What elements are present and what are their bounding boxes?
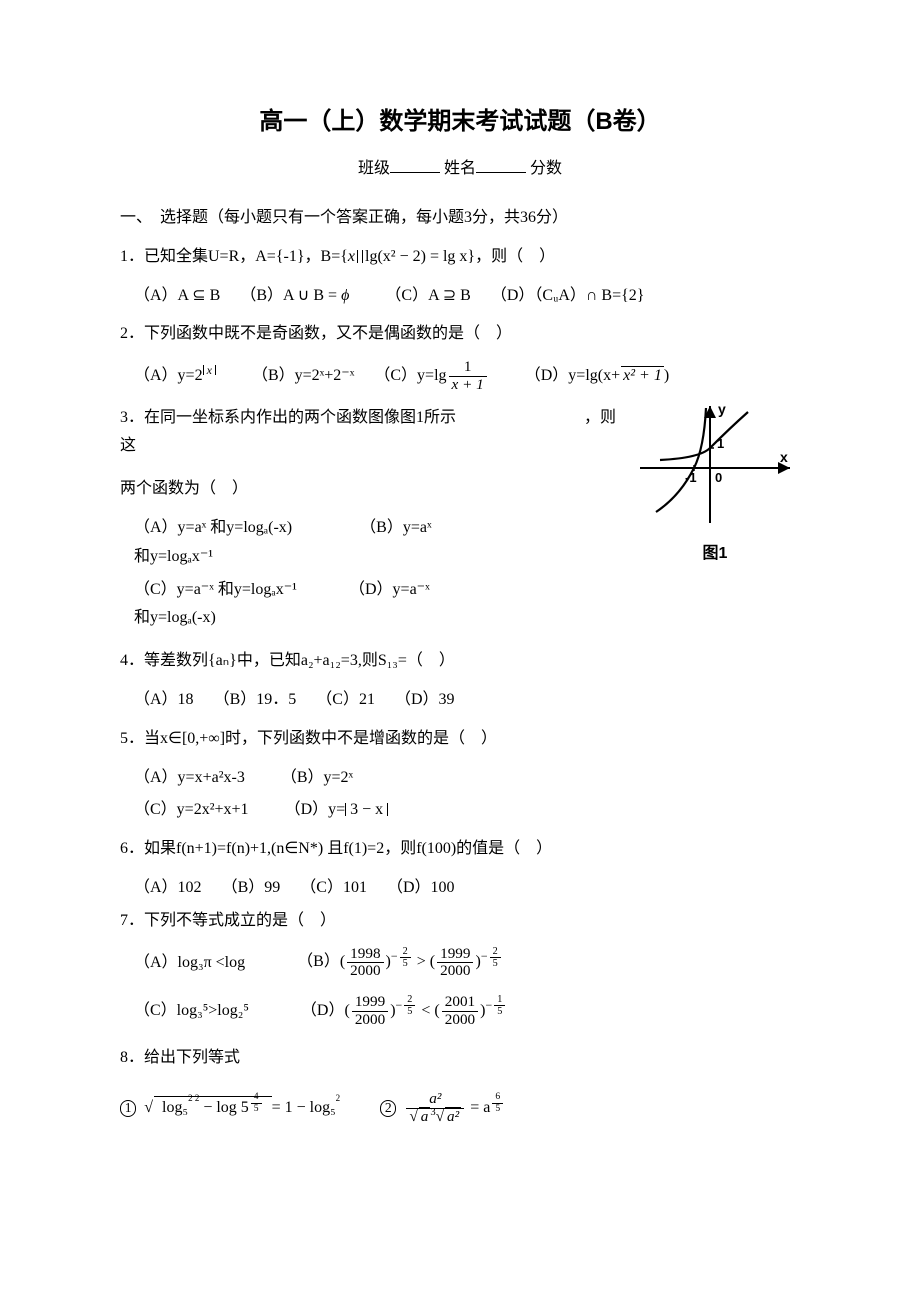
question-5: 5．当x∈[0,+∞]时，下列函数中不是增函数的是（ ） xyxy=(120,725,800,754)
q1-opt-d: （D）（CᵤA）∩ B={2} xyxy=(491,287,645,304)
tick-one: 1 xyxy=(717,436,724,451)
q5-opt-a: （A）y=x+a²x-3 xyxy=(134,769,245,786)
q4-opt-b: （B）19．5 xyxy=(214,691,297,708)
origin-label: 0 xyxy=(715,470,722,485)
student-info: 班级 姓名 分数 xyxy=(120,155,800,184)
q1-stem-a: 1．已知全集U=R，A={-1}，B={ xyxy=(120,248,348,265)
q1-opt-a: （A）A ⊆ B xyxy=(134,287,220,304)
q5-opt-d: （D）y= 3 − x xyxy=(285,801,389,818)
q4-opt-a: （A）18 xyxy=(134,691,194,708)
q1-stem-b: }，则（ ） xyxy=(467,248,555,265)
q5-options-2: （C）y=2x²+x+1 （D）y= 3 − x xyxy=(134,796,800,825)
q7-opt-b: （B）(19982000)−25 > (19992000)−25 xyxy=(297,953,503,970)
figure-1: x y 1 -1 0 图1 xyxy=(630,398,800,570)
axis-x-label: x xyxy=(780,449,788,465)
axis-y-label: y xyxy=(718,401,726,417)
q5-opt-b: （B）y=2ˣ xyxy=(281,769,353,786)
q6-options: （A）102 （B）99 （C）101 （D）100 xyxy=(134,874,800,903)
q4-opt-d: （D）39 xyxy=(395,691,455,708)
q3-opt-b2: 和y=logₐx⁻¹ xyxy=(134,548,213,565)
q4-opt-c: （C）21 xyxy=(316,691,375,708)
q3-opt-d: （D）y=a⁻ˣ xyxy=(349,581,430,598)
q3-opt-a: （A）y=aˣ 和y=logₐ(-x) xyxy=(134,519,292,536)
q1-cond: lg(x² − 2) = lg x xyxy=(365,248,467,265)
q1-options: （A）A ⊆ B （B）A ∪ B = ϕ （C）A ⊇ B （D）（CᵤA）∩… xyxy=(134,282,800,311)
q5-opt-c: （C）y=2x²+x+1 xyxy=(134,801,249,818)
q6-opt-d: （D）100 xyxy=(387,879,455,896)
q8-equations: 1 √ log₅2 2 − log 545 = 1 − log₅2 2 a² √… xyxy=(120,1091,800,1125)
q3-opt-c: （C）y=a⁻ˣ 和y=logₐx⁻¹ xyxy=(134,581,297,598)
q6-opt-b: （B）99 xyxy=(222,879,281,896)
question-4: 4．等差数列{aₙ}中，已知a₂+a₁₂=3,则S₁₃=（ ） xyxy=(120,647,800,676)
q2-options: （A）y=2 x （B）y=2ˣ+2⁻ˣ （C）y=lg1x + 1 （D）y=… xyxy=(134,359,800,393)
q7-opt-c: （C）log₃⁵>log₂⁵ xyxy=(134,1002,249,1019)
q1-setvar: x xyxy=(348,248,355,265)
q2-opt-c: （C）y=lg1x + 1 xyxy=(374,367,488,384)
q7-opt-d: （D）(19992000)−25 < (20012000)−15 xyxy=(301,1002,507,1019)
q3-stem-a: 3．在同一坐标系内作出的两个函数图像图1所示 xyxy=(120,409,456,426)
q1-opt-b: （B）A ∪ B = ϕ xyxy=(240,287,349,304)
question-6: 6．如果f(n+1)=f(n)+1,(n∈N*) 且f(1)=2，则f(100)… xyxy=(120,835,800,864)
graph-svg: x y 1 -1 0 xyxy=(630,398,800,528)
q7-options-1: （A）log₃π <log （B）(19982000)−25 > (199920… xyxy=(134,946,800,980)
q1-opt-c: （C）A ⊇ B xyxy=(385,287,470,304)
circled-1: 1 xyxy=(120,1100,136,1116)
eq-1: √ log₅2 2 − log 545 = 1 − log₅2 xyxy=(144,1099,344,1116)
question-2: 2．下列函数中既不是奇函数，又不是偶函数的是（ ） xyxy=(120,320,800,349)
q6-opt-a: （A）102 xyxy=(134,879,202,896)
q2-opt-d: （D）y=lg(x+x² + 1) xyxy=(525,367,669,384)
circled-2: 2 xyxy=(380,1100,396,1116)
score-label: 分数 xyxy=(530,160,562,177)
class-label: 班级 xyxy=(358,160,390,177)
q5-options-1: （A）y=x+a²x-3 （B）y=2ˣ xyxy=(134,764,800,793)
q2-opt-b: （B）y=2ˣ+2⁻ˣ xyxy=(252,367,354,384)
section-1-heading: 一、 选择题（每小题只有一个答案正确，每小题3分，共36分） xyxy=(120,204,800,233)
question-7: 7．下列不等式成立的是（ ） xyxy=(120,907,800,936)
question-1: 1．已知全集U=R，A={-1}，B={x lg(x² − 2) = lg x}… xyxy=(120,243,800,272)
page-title: 高一（上）数学期末考试试题（B卷） xyxy=(120,100,800,143)
q3-opt-b: （B）y=aˣ xyxy=(360,519,431,536)
q2-opt-a: （A）y=2 x xyxy=(134,367,216,384)
q6-opt-c: （C）101 xyxy=(300,879,367,896)
figure-caption: 图1 xyxy=(630,540,800,569)
q7-options-2: （C）log₃⁵>log₂⁵ （D）(19992000)−25 < (20012… xyxy=(134,994,800,1028)
question-8: 8．给出下列等式 xyxy=(120,1044,800,1073)
q3-options-2: （C）y=a⁻ˣ 和y=logₐx⁻¹ （D）y=a⁻ˣ 和y=logₐ(-x) xyxy=(134,576,800,634)
name-label: 姓名 xyxy=(444,160,476,177)
tick-neg-one: -1 xyxy=(685,470,697,485)
q7-opt-a: （A）log₃π <log xyxy=(134,953,245,970)
q4-options: （A）18 （B）19．5 （C）21 （D）39 xyxy=(134,686,800,715)
eq-2: a² √a3√a² = a65 xyxy=(404,1099,505,1116)
q3-opt-d2: 和y=logₐ(-x) xyxy=(134,609,216,626)
